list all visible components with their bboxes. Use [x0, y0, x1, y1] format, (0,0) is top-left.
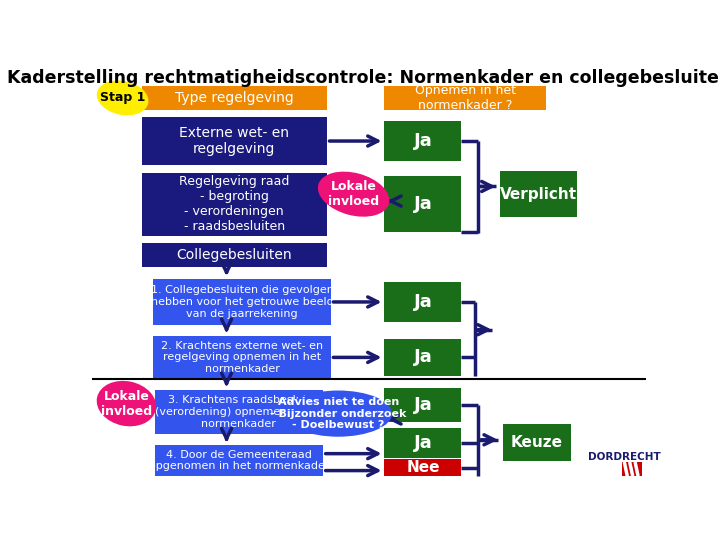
Text: Ja: Ja	[413, 348, 432, 367]
Text: 1. Collegebesluiten die gevolgen
hebben voor het getrouwe beeld
van de jaarreken: 1. Collegebesluiten die gevolgen hebben …	[150, 285, 333, 319]
FancyBboxPatch shape	[384, 177, 462, 232]
FancyBboxPatch shape	[503, 423, 571, 461]
FancyBboxPatch shape	[384, 459, 462, 476]
Text: 2. Krachtens externe wet- en
regelgeving opnemen in het
normenkader: 2. Krachtens externe wet- en regelgeving…	[161, 341, 323, 374]
Text: Advies niet te doen
- Bijzonder onderzoek
- Doelbewust ?: Advies niet te doen - Bijzonder onderzoe…	[270, 397, 406, 430]
FancyBboxPatch shape	[621, 462, 642, 476]
FancyBboxPatch shape	[500, 171, 577, 217]
FancyBboxPatch shape	[142, 117, 327, 165]
Text: Ja: Ja	[413, 132, 432, 150]
Text: 3. Krachtens raadsbesluit
(verordening) opnemen in het
normenkader: 3. Krachtens raadsbesluit (verordening) …	[155, 395, 323, 429]
FancyBboxPatch shape	[384, 339, 462, 376]
Ellipse shape	[284, 390, 392, 437]
FancyBboxPatch shape	[384, 388, 462, 422]
FancyBboxPatch shape	[384, 121, 462, 161]
FancyBboxPatch shape	[384, 428, 462, 457]
FancyBboxPatch shape	[153, 279, 330, 325]
Text: Opnemen in het
normenkader ?: Opnemen in het normenkader ?	[415, 84, 516, 112]
Text: Stap 1: Stap 1	[100, 91, 145, 104]
Text: Verplicht: Verplicht	[500, 187, 577, 201]
Text: Type regelgeving: Type regelgeving	[175, 91, 294, 105]
Text: DORDRECHT: DORDRECHT	[588, 453, 661, 462]
Text: Externe wet- en
regelgeving: Externe wet- en regelgeving	[179, 126, 289, 156]
Text: Collegebesluiten: Collegebesluiten	[176, 248, 292, 262]
FancyBboxPatch shape	[142, 244, 327, 267]
FancyBboxPatch shape	[153, 336, 330, 379]
FancyBboxPatch shape	[155, 445, 323, 476]
Ellipse shape	[318, 172, 390, 217]
Text: Keuze: Keuze	[511, 435, 563, 450]
Text: Regelgeving raad
- begroting
- verordeningen
- raadsbesluiten: Regelgeving raad - begroting - verordeni…	[179, 175, 289, 233]
Text: Ja: Ja	[413, 293, 432, 311]
Text: Lokale
invloed: Lokale invloed	[328, 180, 379, 208]
FancyBboxPatch shape	[142, 173, 327, 236]
FancyBboxPatch shape	[384, 85, 546, 110]
Text: Nee: Nee	[406, 460, 440, 475]
Text: Ja: Ja	[413, 396, 432, 414]
Text: Lokale
invloed: Lokale invloed	[101, 389, 152, 417]
FancyBboxPatch shape	[384, 282, 462, 322]
Text: Kaderstelling rechtmatigheidscontrole: Normenkader en collegebesluiten: Kaderstelling rechtmatigheidscontrole: N…	[7, 70, 720, 87]
Ellipse shape	[96, 381, 156, 426]
Ellipse shape	[96, 80, 148, 116]
Text: Ja: Ja	[413, 195, 432, 213]
FancyBboxPatch shape	[155, 390, 323, 434]
Text: 4. Door de Gemeenteraad
opgenomen in het normenkader: 4. Door de Gemeenteraad opgenomen in het…	[148, 450, 329, 471]
FancyBboxPatch shape	[142, 85, 327, 110]
Text: Ja: Ja	[413, 434, 432, 452]
